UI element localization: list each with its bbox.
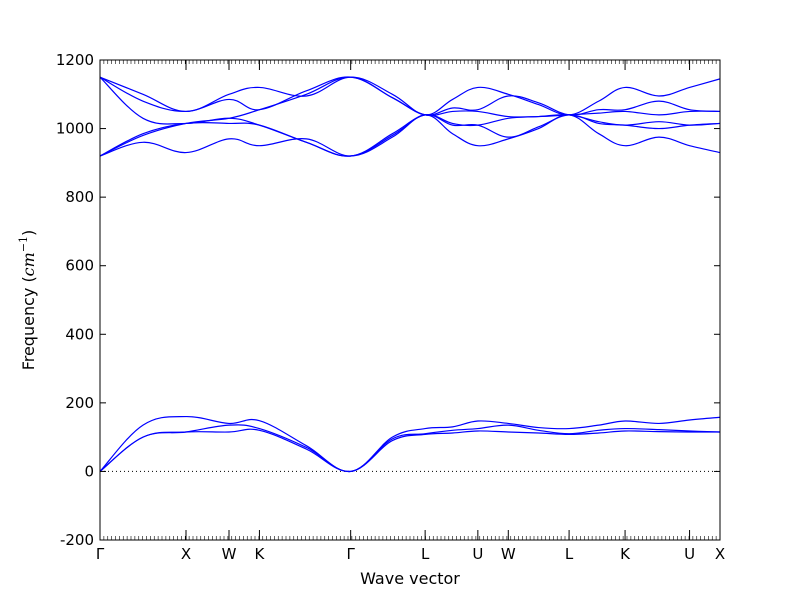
x-tick-label: U: [684, 545, 695, 563]
x-tick-label: L: [565, 545, 574, 563]
x-tick-label: L: [421, 545, 430, 563]
x-tick-label: X: [181, 545, 191, 563]
y-tick-label: 1000: [56, 120, 94, 138]
y-axis-unit: cm: [19, 252, 38, 276]
y-tick-label: -200: [60, 531, 94, 549]
x-tick-label: K: [255, 545, 266, 563]
series-line-2: [99, 424, 721, 473]
y-axis-label: Frequency (cm−1): [17, 230, 38, 371]
x-minor-ticks: [99, 60, 721, 540]
series-line-4: [99, 76, 721, 116]
y-tick-label: 600: [65, 257, 94, 275]
y-tick-label: 1200: [56, 51, 94, 69]
x-tick-label: K: [620, 545, 631, 563]
y-axis: -200 0 200 400 600 800 1000 1200: [56, 51, 720, 549]
x-tick-label: W: [222, 545, 237, 563]
x-tick-label: Γ: [96, 545, 105, 563]
x-tick-label: W: [501, 545, 516, 563]
y-tick-label: 200: [65, 394, 94, 412]
series-line-9: [99, 114, 721, 157]
series-layer: [99, 76, 721, 473]
y-tick-label: 400: [65, 325, 94, 343]
y-tick-label: 0: [84, 462, 94, 480]
x-tick-label: X: [715, 545, 725, 563]
x-tick-label: Γ: [346, 545, 355, 563]
y-tick-label: 800: [65, 188, 94, 206]
series-line-1: [99, 415, 721, 473]
y-axis-unit-exponent: −1: [17, 236, 30, 252]
series-line-3: [99, 428, 721, 473]
plot-area: [100, 60, 720, 540]
x-axis-label: Wave vector: [360, 569, 460, 588]
x-tick-label: U: [472, 545, 483, 563]
series-line-5: [99, 76, 721, 116]
y-axis-label-text: Frequency: [19, 288, 38, 371]
series-line-8: [99, 114, 721, 157]
